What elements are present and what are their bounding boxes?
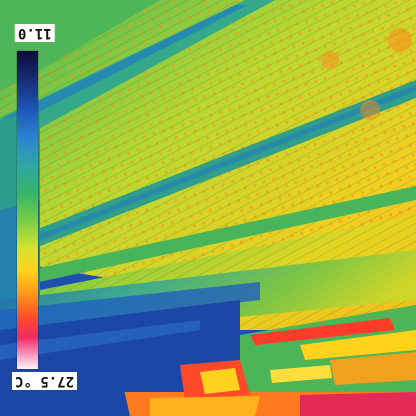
- scale-min-label: 27.5 °C: [12, 372, 77, 390]
- temperature-scale-bar: [17, 51, 38, 369]
- scale-max-label: 11.0: [15, 24, 55, 42]
